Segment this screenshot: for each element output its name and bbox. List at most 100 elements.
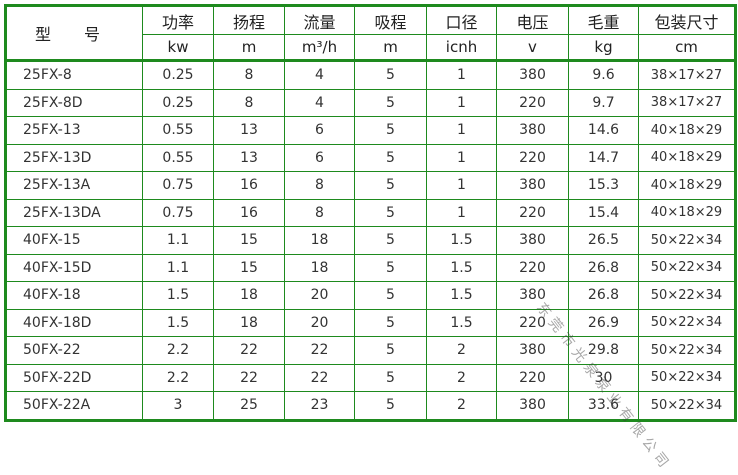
table-cell: 14.6 [568, 116, 639, 145]
table-cell: 20 [284, 308, 355, 337]
table-cell: 15 [213, 226, 285, 255]
table-cell: 1.1 [142, 253, 214, 282]
table-cell: 380 [496, 336, 569, 365]
column-header: 电压 [496, 5, 569, 35]
table-cell: 0.25 [142, 88, 214, 117]
table-cell: 5 [354, 88, 427, 117]
table-cell: 5 [354, 171, 427, 200]
table-cell: 18 [213, 281, 285, 310]
table-row: 40FX-15 1.1 15 18 5 1.5 380 26.5 50×22×34 [5, 226, 736, 255]
table-row: 25FX-8D 0.25 8 4 5 1 220 9.7 38×17×27 [5, 88, 736, 117]
table-cell: 15.4 [568, 198, 639, 227]
table-cell: 380 [496, 60, 569, 90]
table-cell: 22 [213, 336, 285, 365]
table-cell: 1 [426, 198, 497, 227]
column-unit: kw [142, 34, 214, 62]
column-header: 包装尺寸 [638, 5, 736, 35]
table-cell: 50×22×34 [638, 253, 736, 282]
table-cell: 25 [213, 391, 285, 421]
table-cell: 3 [142, 391, 214, 421]
table-cell: 18 [284, 226, 355, 255]
model-cell: 50FX-22D [5, 363, 143, 392]
table-cell: 38×17×27 [638, 88, 736, 117]
table-cell: 5 [354, 198, 427, 227]
table-row: 40FX-18 1.5 18 20 5 1.5 380 26.8 50×22×34 [5, 281, 736, 310]
table-cell: 2 [426, 336, 497, 365]
table-cell: 5 [354, 363, 427, 392]
table-cell: 1 [426, 88, 497, 117]
model-cell: 25FX-13A [5, 171, 143, 200]
table-cell: 8 [213, 88, 285, 117]
table-cell: 2 [426, 391, 497, 421]
table-cell: 38×17×27 [638, 60, 736, 90]
table-cell: 20 [284, 281, 355, 310]
model-cell: 25FX-13DA [5, 198, 143, 227]
table-cell: 4 [284, 88, 355, 117]
table-row: 25FX-13DA 0.75 16 8 5 1 220 15.4 40×18×29 [5, 198, 736, 227]
pump-spec-table: 型 号 功率 扬程 流量 吸程 口径 电压 毛重 包装尺寸 kw m m³/h m icnh v kg cm… [4, 4, 737, 422]
table-cell: 5 [354, 253, 427, 282]
table-row: 25FX-13A 0.75 16 8 5 1 380 15.3 40×18×29 [5, 171, 736, 200]
column-header: 流量 [284, 5, 355, 35]
table-cell: 2 [426, 363, 497, 392]
column-unit: cm [638, 34, 736, 62]
model-cell: 25FX-13D [5, 143, 143, 172]
table-cell: 0.75 [142, 198, 214, 227]
table-cell: 380 [496, 171, 569, 200]
table-cell: 18 [284, 253, 355, 282]
table-cell: 9.7 [568, 88, 639, 117]
table-cell: 0.55 [142, 143, 214, 172]
table-row: 40FX-18D 1.5 18 20 5 1.5 220 26.9 50×22×34 [5, 308, 736, 337]
table-cell: 9.6 [568, 60, 639, 90]
table-cell: 5 [354, 336, 427, 365]
table-cell: 380 [496, 281, 569, 310]
table-cell: 6 [284, 116, 355, 145]
table-cell: 16 [213, 198, 285, 227]
table-cell: 22 [284, 336, 355, 365]
table-cell: 5 [354, 226, 427, 255]
table-cell: 15.3 [568, 171, 639, 200]
table-cell: 0.75 [142, 171, 214, 200]
table-cell: 22 [213, 363, 285, 392]
table-cell: 18 [213, 308, 285, 337]
table-cell: 16 [213, 171, 285, 200]
model-header: 型 号 [5, 5, 143, 62]
table-cell: 220 [496, 88, 569, 117]
table-cell: 13 [213, 143, 285, 172]
table-cell: 1 [426, 171, 497, 200]
column-header: 毛重 [568, 5, 639, 35]
table-cell: 5 [354, 281, 427, 310]
table-cell: 1 [426, 60, 497, 90]
table-cell: 26.5 [568, 226, 639, 255]
table-cell: 5 [354, 60, 427, 90]
table-cell: 29.8 [568, 336, 639, 365]
table-cell: 50×22×34 [638, 281, 736, 310]
model-cell: 25FX-8D [5, 88, 143, 117]
column-header: 吸程 [354, 5, 427, 35]
table-row: 25FX-8 0.25 8 4 5 1 380 9.6 38×17×27 [5, 60, 736, 90]
table-cell: 5 [354, 143, 427, 172]
table-cell: 8 [284, 171, 355, 200]
table-cell: 220 [496, 363, 569, 392]
table-row: 50FX-22A 3 25 23 5 2 380 33.6 50×22×34 [5, 391, 736, 421]
table-cell: 26.9 [568, 308, 639, 337]
model-cell: 40FX-15D [5, 253, 143, 282]
table-cell: 220 [496, 198, 569, 227]
table-cell: 1 [426, 116, 497, 145]
table-cell: 2.2 [142, 336, 214, 365]
table-cell: 1 [426, 143, 497, 172]
table-cell: 26.8 [568, 281, 639, 310]
table-cell: 1.1 [142, 226, 214, 255]
table-cell: 50×22×34 [638, 336, 736, 365]
table-row: 50FX-22D 2.2 22 22 5 2 220 30 50×22×34 [5, 363, 736, 392]
table-cell: 33.6 [568, 391, 639, 421]
table-cell: 23 [284, 391, 355, 421]
table-cell: 380 [496, 116, 569, 145]
table-row: 40FX-15D 1.1 15 18 5 1.5 220 26.8 50×22×34 [5, 253, 736, 282]
model-cell: 50FX-22 [5, 336, 143, 365]
table-cell: 40×18×29 [638, 116, 736, 145]
table-cell: 50×22×34 [638, 226, 736, 255]
table-cell: 15 [213, 253, 285, 282]
table-cell: 380 [496, 226, 569, 255]
table-cell: 220 [496, 308, 569, 337]
